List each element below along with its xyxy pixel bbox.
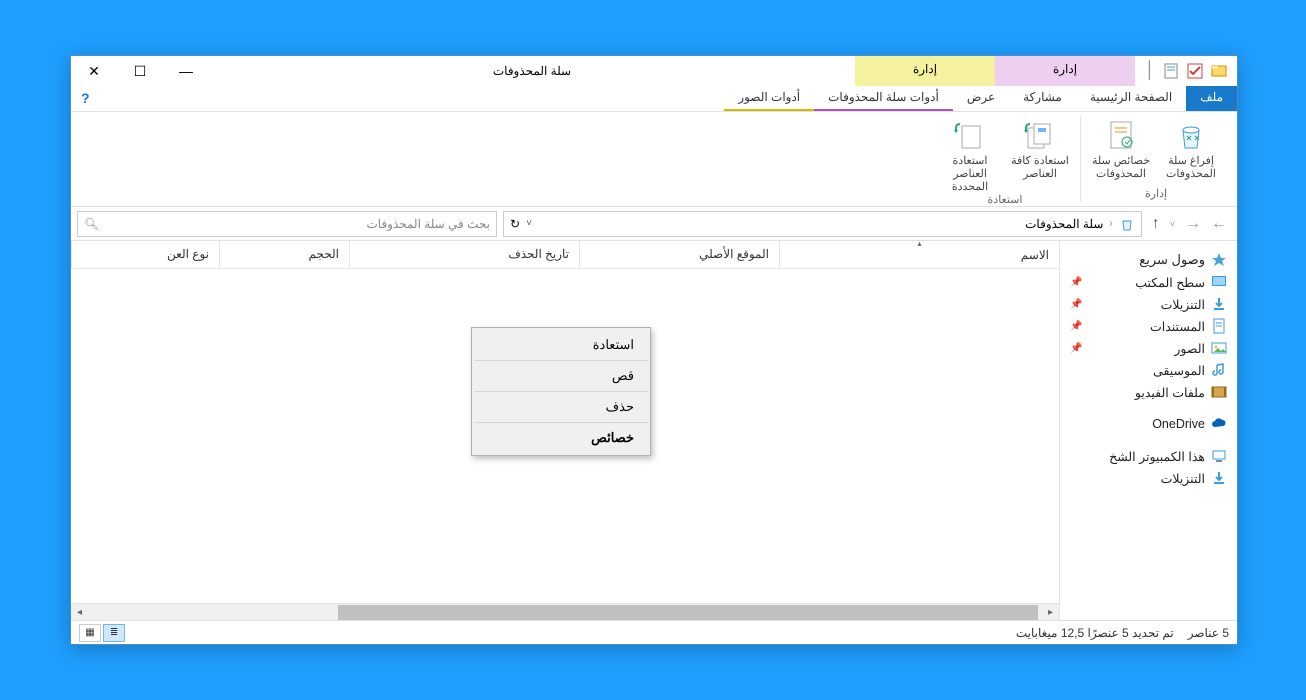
- bin-icon: [1119, 216, 1135, 232]
- ribbon-group-manage: إفراغ سلة المحذوفات خصائص سلة المحذوفات …: [1080, 116, 1231, 202]
- ctx-cut[interactable]: قص: [474, 361, 648, 392]
- sidebar-onedrive[interactable]: OneDrive: [1064, 413, 1233, 435]
- up-button[interactable]: ↑: [1152, 215, 1160, 233]
- context-menu: استعادة قص حذف خصائص: [471, 327, 651, 456]
- scroll-thumb[interactable]: [338, 605, 1038, 620]
- quick-access-toolbar: │: [1135, 62, 1237, 80]
- pin-icon: 📌: [1070, 321, 1082, 332]
- maximize-button[interactable]: ☐: [117, 56, 163, 86]
- ctx-restore[interactable]: استعادة: [474, 330, 648, 361]
- item-count: 5 عناصر: [1188, 626, 1229, 640]
- pin-icon: 📌: [1070, 299, 1082, 310]
- group-label-manage: إدارة: [1145, 187, 1167, 202]
- details-view-button[interactable]: ≣: [103, 624, 125, 642]
- address-bar: ← → ˅ ↑ ‹ سلة المحذوفات ˅ ↻ بحث في سلة ا…: [71, 207, 1237, 241]
- minimize-button[interactable]: —: [163, 56, 209, 86]
- sidebar-quick-access[interactable]: وصول سريع: [1064, 249, 1233, 271]
- sidebar-thispc[interactable]: هذا الكمبيوتر الشخ: [1064, 445, 1233, 467]
- scroll-right[interactable]: ▸: [1042, 604, 1059, 621]
- window-controls: — ☐ ✕: [71, 56, 209, 86]
- tab-recycle-tools[interactable]: أدوات سلة المحذوفات: [814, 86, 953, 111]
- group-label-restore: استعادة: [988, 193, 1023, 208]
- titlebar: │ إدارة إدارة سلة المحذوفات — ☐ ✕: [71, 56, 1237, 86]
- tab-image-tools[interactable]: أدوات الصور: [724, 86, 814, 111]
- statusbar: 5 عناصر تم تحديد 5 عنصرًا 12,5 ميغابايت …: [71, 620, 1237, 644]
- bin-props-button[interactable]: خصائص سلة المحذوفات: [1089, 120, 1153, 180]
- tab-view[interactable]: عرض: [953, 86, 1009, 111]
- sidebar-pictures[interactable]: الصور📌: [1064, 337, 1233, 359]
- view-switcher: ≣ ▦: [79, 624, 125, 642]
- sidebar-documents[interactable]: المستندات📌: [1064, 315, 1233, 337]
- address-text: سلة المحذوفات: [1025, 217, 1103, 231]
- ctx-tab-manage-recycle[interactable]: إدارة: [855, 56, 995, 86]
- search-box[interactable]: بحث في سلة المحذوفات 🔍︎: [77, 211, 497, 237]
- recycle-bin-icon: [1175, 120, 1207, 152]
- explorer-window: │ إدارة إدارة سلة المحذوفات — ☐ ✕ ملف ال…: [70, 55, 1238, 645]
- dropdown-icon[interactable]: ˅: [526, 218, 532, 229]
- tab-home[interactable]: الصفحة الرئيسية: [1076, 86, 1186, 111]
- col-type[interactable]: نوع العن: [71, 241, 219, 268]
- sidebar-desktop[interactable]: سطح المكتب📌: [1064, 271, 1233, 293]
- ribbon-tabs: ملف الصفحة الرئيسية مشاركة عرض أدوات سلة…: [71, 86, 1237, 112]
- h-scrollbar[interactable]: ◂ ▸: [71, 603, 1059, 620]
- empty-bin-button[interactable]: إفراغ سلة المحذوفات: [1159, 120, 1223, 180]
- tab-share[interactable]: مشاركة: [1009, 86, 1076, 111]
- recent-dropdown[interactable]: ˅: [1170, 219, 1175, 229]
- help-icon[interactable]: ?: [71, 86, 100, 111]
- nav-arrows: ← → ˅ ↑: [1148, 215, 1231, 233]
- qat-divider: │: [1145, 62, 1155, 80]
- col-size[interactable]: الحجم: [219, 241, 349, 268]
- back-button[interactable]: ←: [1211, 215, 1227, 233]
- column-headers: ▴الاسم الموقع الأصلي تاريخ الحذف الحجم ن…: [71, 241, 1059, 269]
- body: وصول سريع سطح المكتب📌 التنزيلات📌 المستند…: [71, 241, 1237, 620]
- search-placeholder: بحث في سلة المحذوفات: [366, 217, 490, 231]
- selection-info: تم تحديد 5 عنصرًا 12,5 ميغابايت: [1016, 626, 1174, 640]
- thumb-view-button[interactable]: ▦: [79, 624, 101, 642]
- restore-all-button[interactable]: استعادة كافة العناصر: [1008, 120, 1072, 180]
- ribbon-group-restore: استعادة كافة العناصر استعادة العناصر الم…: [930, 116, 1080, 202]
- sidebar: وصول سريع سطح المكتب📌 التنزيلات📌 المستند…: [1059, 241, 1237, 620]
- forward-button[interactable]: →: [1185, 215, 1201, 233]
- address-box[interactable]: ‹ سلة المحذوفات ˅ ↻: [503, 211, 1142, 237]
- sidebar-music[interactable]: الموسيقى: [1064, 359, 1233, 381]
- refresh-button[interactable]: ↻: [510, 217, 520, 231]
- ctx-tab-manage-image[interactable]: إدارة: [995, 56, 1135, 86]
- sidebar-videos[interactable]: ملفات الفيديو: [1064, 381, 1233, 403]
- col-name[interactable]: ▴الاسم: [779, 241, 1059, 268]
- sidebar-downloads-2[interactable]: التنزيلات: [1064, 467, 1233, 489]
- properties-icon: [1105, 120, 1137, 152]
- pin-icon: 📌: [1070, 343, 1082, 354]
- col-deleted[interactable]: تاريخ الحذف: [349, 241, 579, 268]
- search-icon: 🔍︎: [84, 217, 99, 231]
- window-title: سلة المحذوفات: [209, 64, 855, 78]
- checkbox-icon[interactable]: [1187, 63, 1203, 79]
- close-button[interactable]: ✕: [71, 56, 117, 86]
- pin-icon: 📌: [1070, 277, 1082, 288]
- restore-all-icon: [1024, 120, 1056, 152]
- col-location[interactable]: الموقع الأصلي: [579, 241, 779, 268]
- ribbon: إفراغ سلة المحذوفات خصائص سلة المحذوفات …: [71, 112, 1237, 207]
- sidebar-downloads[interactable]: التنزيلات📌: [1064, 293, 1233, 315]
- props-icon[interactable]: [1163, 63, 1179, 79]
- tab-file[interactable]: ملف: [1186, 86, 1237, 111]
- ctx-properties[interactable]: خصائص: [474, 423, 648, 453]
- scroll-left[interactable]: ◂: [71, 604, 88, 621]
- ctx-delete[interactable]: حذف: [474, 392, 648, 423]
- contextual-tabs: إدارة إدارة: [855, 56, 1135, 86]
- restore-selected-button[interactable]: استعادة العناصر المحددة: [938, 120, 1002, 193]
- restore-sel-icon: [954, 120, 986, 152]
- explorer-icon: [1211, 63, 1227, 79]
